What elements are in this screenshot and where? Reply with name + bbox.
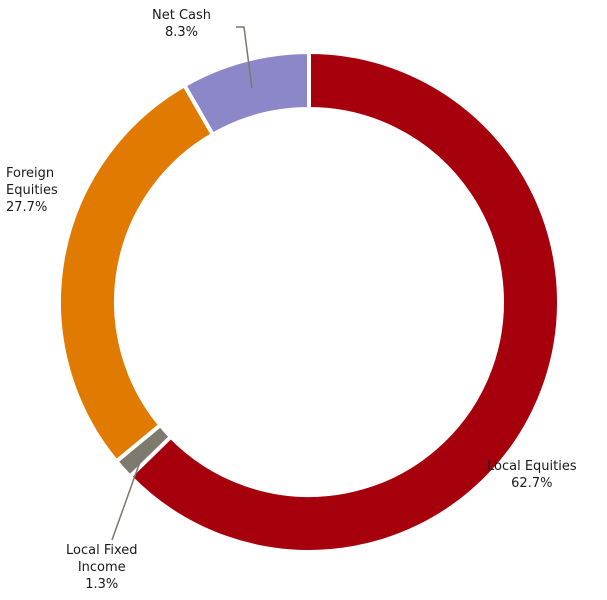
label-local-fixed-income-name-line2: Income [77, 560, 126, 575]
label-local-equities-value: 62.7% [511, 476, 553, 491]
leader-lines [111, 26, 253, 541]
label-foreign-equities-value: 27.7% [6, 200, 48, 215]
slice-net-cash [181, 49, 311, 138]
label-local-fixed-income-value: 1.3% [85, 577, 119, 592]
label-foreign-equities-name-line1: Foreign [6, 166, 55, 181]
donut-slices [57, 49, 561, 554]
leader-line-local-fixed-income [111, 449, 145, 541]
label-net-cash-value: 8.3% [164, 25, 199, 40]
label-net-cash: Net Cash 8.3% [152, 7, 211, 41]
label-foreign-equities: Foreign Equities 27.7% [6, 165, 58, 216]
label-local-fixed-income-name-line1: Local Fixed [66, 543, 138, 558]
label-local-equities-name: Local Equities [487, 459, 577, 474]
label-foreign-equities-name-line2: Equities [6, 183, 58, 198]
label-local-equities: Local Equities 62.7% [487, 458, 577, 492]
slice-foreign-equities [57, 82, 216, 465]
label-local-fixed-income: Local Fixed Income 1.3% [66, 542, 138, 593]
leader-line-net-cash [236, 26, 253, 89]
label-net-cash-name: Net Cash [152, 8, 212, 23]
slice-local-equities [127, 49, 561, 554]
